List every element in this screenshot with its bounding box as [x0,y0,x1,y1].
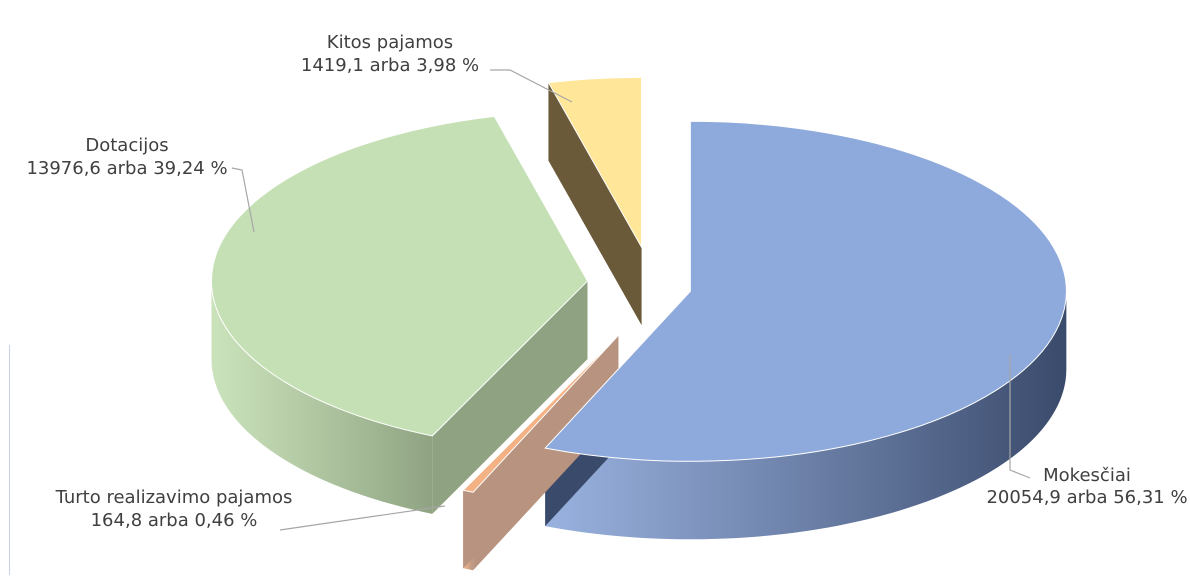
slice-side-dotacijos [211,281,433,514]
label-mokesciai-name: Mokesčiai [1043,465,1131,486]
slice-cut-turto-1 [463,335,619,569]
slice-cut-dotacijos-0 [432,281,588,514]
slice-kitos [547,76,643,250]
pie-tops-layer [210,76,1067,493]
slice-dotacijos [210,115,589,437]
label-turto-name: Turto realizavimo pajamos [55,487,293,508]
label-kitos-name: Kitos pajamos [327,32,453,53]
label-dotacijos-value: 13976,6 arba 39,24 % [26,158,227,179]
leader-line-dotacijos [231,167,255,233]
leader-line-kitos [490,69,573,103]
label-turto-value: 164,8 arba 0,46 % [91,510,258,531]
leader-line-turto [279,505,446,531]
slice-mokesciai [544,120,1067,462]
frame-edge-line [9,345,10,575]
label-kitos-value: 1419,1 arba 3,98 % [301,55,479,76]
label-dotacijos-name: Dotacijos [85,135,168,156]
slice-turto [462,335,619,493]
leader-lines-layer [231,69,1031,531]
leader-line-mokesciai [1009,355,1031,479]
slice-cut-kitos-0 [548,82,642,326]
label-mokesciai-value: 20054,9 arba 56,31 % [986,487,1187,508]
slice-side-mokesciai [545,291,1067,540]
